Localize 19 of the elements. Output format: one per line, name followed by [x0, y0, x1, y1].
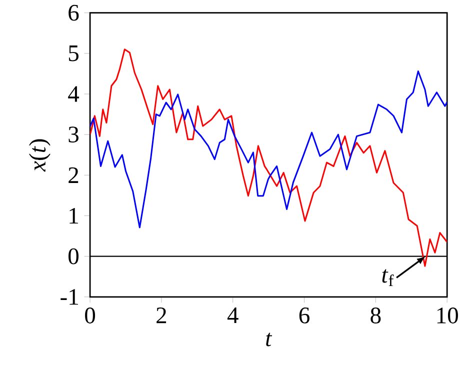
y-tick-label: 3: [68, 126, 78, 143]
y-axis-title: x(t): [29, 139, 50, 172]
x-tick-label: 8: [370, 308, 381, 324]
y-tick-label: 4: [68, 86, 80, 102]
y-tick-label: 2: [68, 167, 78, 184]
x-axis-title: t: [266, 332, 272, 346]
x-tick-label: 0: [85, 308, 96, 324]
y-tick-label: 6: [68, 5, 79, 21]
line-series: [90, 70, 448, 228]
y-tick-label: 1: [70, 208, 78, 224]
line-series: [90, 48, 448, 267]
x-tick-label: 6: [299, 308, 310, 324]
y-tick-label: 5: [68, 46, 78, 62]
x-tick-label: 2: [156, 308, 166, 324]
y-tick-label: 0: [68, 248, 79, 264]
y-tick-label: -1: [60, 289, 78, 305]
x-tick-label: 10: [437, 308, 458, 324]
x-tick-label: 4: [227, 308, 238, 324]
annotation: t$_{f}$: [382, 269, 394, 286]
